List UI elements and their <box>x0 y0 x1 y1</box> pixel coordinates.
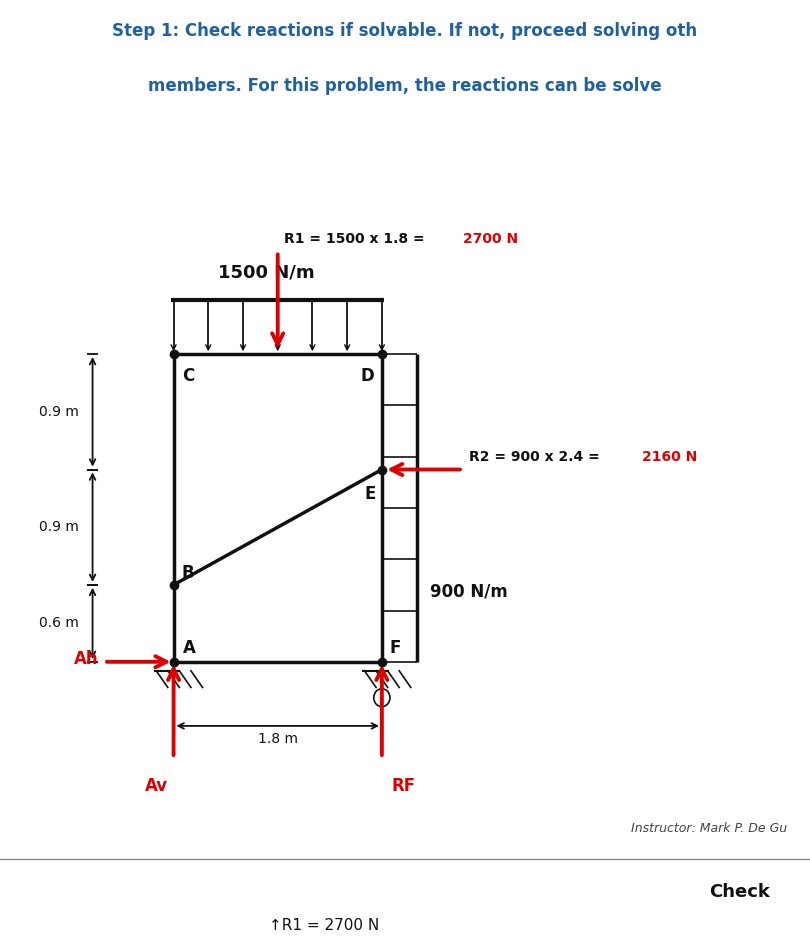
Text: D: D <box>360 367 373 385</box>
Text: B: B <box>181 565 194 583</box>
Text: members. For this problem, the reactions can be solve: members. For this problem, the reactions… <box>148 78 662 95</box>
Text: 900 N/m: 900 N/m <box>430 583 508 601</box>
Text: E: E <box>364 485 376 503</box>
Text: C: C <box>181 367 194 385</box>
Text: ↑R1 = 2700 N: ↑R1 = 2700 N <box>269 918 379 933</box>
Text: RF: RF <box>391 777 416 795</box>
Text: 0.6 m: 0.6 m <box>39 616 79 630</box>
Text: 2160 N: 2160 N <box>642 450 697 464</box>
Text: F: F <box>390 639 401 657</box>
Text: Ah: Ah <box>74 650 98 668</box>
Text: Av: Av <box>145 777 168 795</box>
Text: R2 = 900 x 2.4 =: R2 = 900 x 2.4 = <box>469 450 604 464</box>
Text: A: A <box>183 639 196 657</box>
Text: Step 1: Check reactions if solvable. If not, proceed solving oth: Step 1: Check reactions if solvable. If … <box>113 22 697 40</box>
Text: 0.9 m: 0.9 m <box>39 405 79 419</box>
Text: 1500 N/m: 1500 N/m <box>218 263 314 281</box>
Text: 1.8 m: 1.8 m <box>258 733 298 746</box>
Text: Instructor: Mark P. De Gu: Instructor: Mark P. De Gu <box>631 822 787 835</box>
Text: Check: Check <box>709 884 770 901</box>
Text: 2700 N: 2700 N <box>463 232 518 246</box>
Text: R1 = 1500 x 1.8 =: R1 = 1500 x 1.8 = <box>284 232 429 246</box>
Text: 0.9 m: 0.9 m <box>39 520 79 534</box>
